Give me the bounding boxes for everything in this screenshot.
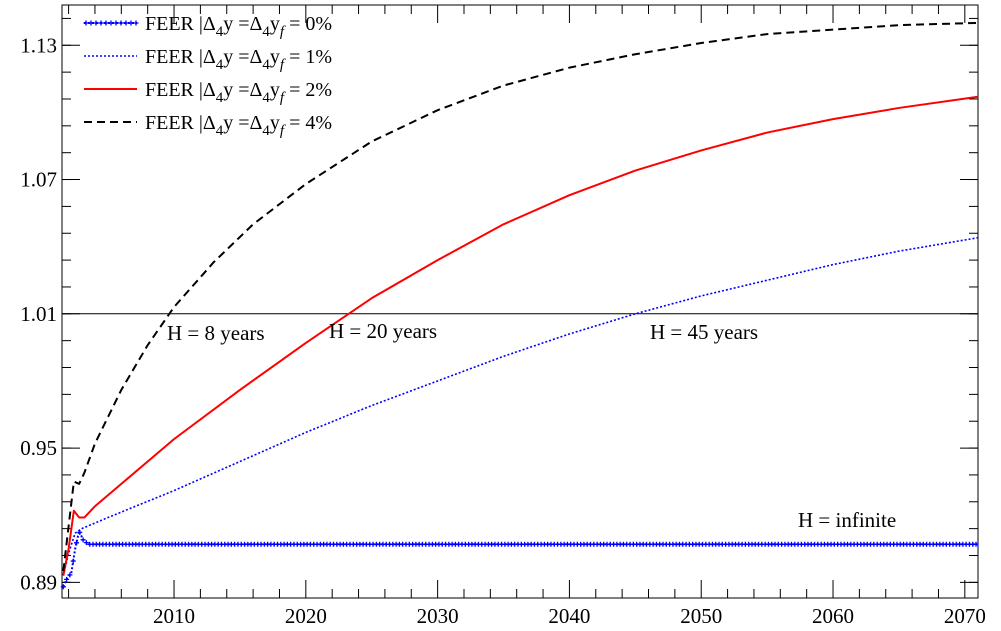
legend-marker: [108, 20, 114, 26]
legend-marker: [123, 20, 129, 26]
series-line-1: [62, 236, 979, 576]
series-marker: [83, 540, 89, 546]
legend-label-3: FEER |Δ4y =Δ4yf = 4%: [145, 112, 332, 139]
legend-marker: [133, 20, 139, 26]
series-marker: [73, 540, 79, 546]
series-marker: [60, 584, 66, 590]
plot-frame: [61, 4, 979, 599]
x-tick-label: 2050: [680, 604, 722, 628]
annotation-h-45: H = 45 years: [650, 320, 758, 344]
legend-marker: [93, 20, 99, 26]
series-line-0: [62, 529, 978, 588]
x-tick-label: 2030: [417, 604, 459, 628]
legend-label-2: FEER |Δ4y =Δ4yf = 2%: [145, 79, 332, 106]
legend-marker: [118, 20, 124, 26]
series-marker: [80, 537, 86, 543]
x-tick-label: 2010: [153, 604, 195, 628]
series-line-3: [62, 21, 979, 572]
series-marker: [64, 576, 70, 582]
annotation-h-20: H = 20 years: [329, 319, 437, 343]
legend-label-1: FEER |Δ4y =Δ4yf = 1%: [145, 46, 332, 73]
y-tick-label: 1.01: [20, 302, 57, 326]
legend-label-0: FEER |Δ4y =Δ4yf = 0%: [145, 13, 332, 40]
x-tick-label: 2060: [812, 604, 854, 628]
legend-marker: [98, 20, 104, 26]
annotation-h-infinite: H = infinite: [798, 508, 896, 532]
series-line-2: [62, 95, 979, 576]
legend: FEER |Δ4y =Δ4yf = 0% FEER |Δ4y =Δ4yf = 1%…: [83, 13, 332, 139]
annotations-group: H = 8 years H = 20 years H = 45 years H …: [167, 319, 896, 532]
x-tick-label: 2020: [285, 604, 327, 628]
y-tick-label: 1.13: [20, 33, 57, 57]
legend-marker: [103, 20, 109, 26]
y-tick-label: 1.07: [20, 168, 57, 192]
x-tick-label: 2070: [944, 604, 986, 628]
y-tick-label: 0.95: [20, 436, 57, 460]
legend-marker: [83, 20, 89, 26]
legend-marker: [128, 20, 134, 26]
legend-marker: [113, 20, 119, 26]
series-marker: [973, 541, 979, 547]
legend-marker: [88, 20, 94, 26]
y-tick-label: 0.89: [20, 570, 57, 594]
x-tick-label: 2040: [548, 604, 590, 628]
series-group: [60, 21, 979, 590]
series-marker: [67, 572, 73, 578]
annotation-h-8: H = 8 years: [167, 321, 265, 345]
series-marker: [70, 558, 76, 564]
